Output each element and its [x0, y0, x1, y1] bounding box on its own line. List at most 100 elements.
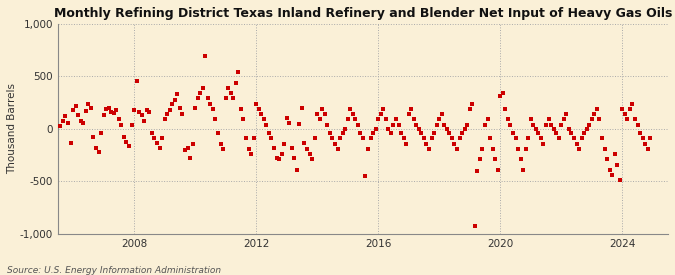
Point: [358, 136, 369, 141]
Point: [475, 157, 485, 162]
Point: [60, 114, 71, 119]
Point: [365, 136, 376, 141]
Y-axis label: Thousand Barrels: Thousand Barrels: [7, 83, 17, 174]
Point: [294, 122, 305, 126]
Point: [250, 101, 261, 106]
Point: [73, 113, 84, 117]
Point: [495, 94, 506, 98]
Point: [325, 131, 335, 135]
Point: [266, 136, 277, 141]
Point: [375, 112, 386, 116]
Point: [340, 127, 350, 131]
Point: [65, 140, 76, 145]
Point: [561, 112, 572, 116]
Point: [187, 141, 198, 146]
Point: [581, 127, 592, 131]
Point: [578, 131, 589, 135]
Point: [584, 123, 595, 127]
Point: [202, 96, 213, 101]
Point: [306, 157, 317, 162]
Point: [620, 112, 630, 116]
Point: [139, 118, 150, 123]
Point: [510, 136, 521, 141]
Point: [167, 101, 178, 106]
Point: [378, 107, 389, 111]
Point: [76, 118, 86, 123]
Point: [362, 147, 373, 151]
Point: [243, 147, 254, 151]
Point: [469, 223, 480, 228]
Point: [312, 112, 323, 116]
Point: [261, 123, 272, 127]
Point: [607, 173, 618, 177]
Point: [106, 110, 117, 114]
Point: [332, 147, 343, 151]
Point: [263, 131, 274, 135]
Point: [421, 141, 432, 146]
Point: [429, 131, 439, 135]
Point: [444, 131, 455, 135]
Point: [121, 139, 132, 144]
Point: [327, 136, 338, 141]
Point: [180, 148, 190, 152]
Point: [541, 123, 551, 127]
Point: [57, 118, 68, 123]
Point: [398, 136, 409, 141]
Point: [523, 136, 534, 141]
Point: [587, 117, 597, 122]
Text: Source: U.S. Energy Information Administration: Source: U.S. Energy Information Administ…: [7, 266, 221, 275]
Point: [335, 136, 346, 141]
Point: [632, 123, 643, 127]
Point: [200, 54, 211, 59]
Point: [154, 146, 165, 150]
Point: [589, 112, 599, 116]
Point: [554, 136, 564, 141]
Point: [276, 152, 287, 156]
Point: [393, 123, 404, 127]
Point: [441, 127, 452, 131]
Point: [518, 168, 529, 172]
Point: [533, 131, 544, 135]
Point: [574, 147, 585, 151]
Point: [292, 168, 302, 172]
Point: [157, 136, 167, 141]
Point: [360, 174, 371, 178]
Point: [512, 147, 523, 151]
Point: [599, 147, 610, 151]
Point: [218, 147, 229, 151]
Point: [508, 131, 518, 135]
Point: [348, 112, 358, 116]
Point: [472, 169, 483, 173]
Point: [192, 96, 203, 101]
Point: [548, 127, 559, 131]
Point: [190, 106, 200, 110]
Point: [373, 117, 383, 122]
Point: [624, 107, 635, 111]
Point: [90, 146, 101, 150]
Point: [454, 136, 465, 141]
Point: [383, 127, 394, 131]
Point: [645, 136, 655, 141]
Point: [273, 157, 284, 162]
Point: [271, 156, 282, 161]
Point: [531, 127, 541, 131]
Point: [230, 81, 241, 85]
Point: [223, 86, 234, 90]
Point: [520, 147, 531, 151]
Point: [535, 136, 546, 141]
Point: [315, 117, 325, 122]
Point: [322, 123, 333, 127]
Point: [612, 163, 622, 167]
Point: [634, 131, 645, 135]
Point: [101, 107, 111, 111]
Point: [350, 117, 360, 122]
Point: [447, 136, 458, 141]
Point: [396, 131, 406, 135]
Point: [385, 131, 396, 135]
Point: [68, 108, 78, 112]
Point: [256, 112, 267, 116]
Point: [482, 117, 493, 122]
Point: [355, 131, 366, 135]
Point: [98, 113, 109, 117]
Point: [126, 123, 137, 127]
